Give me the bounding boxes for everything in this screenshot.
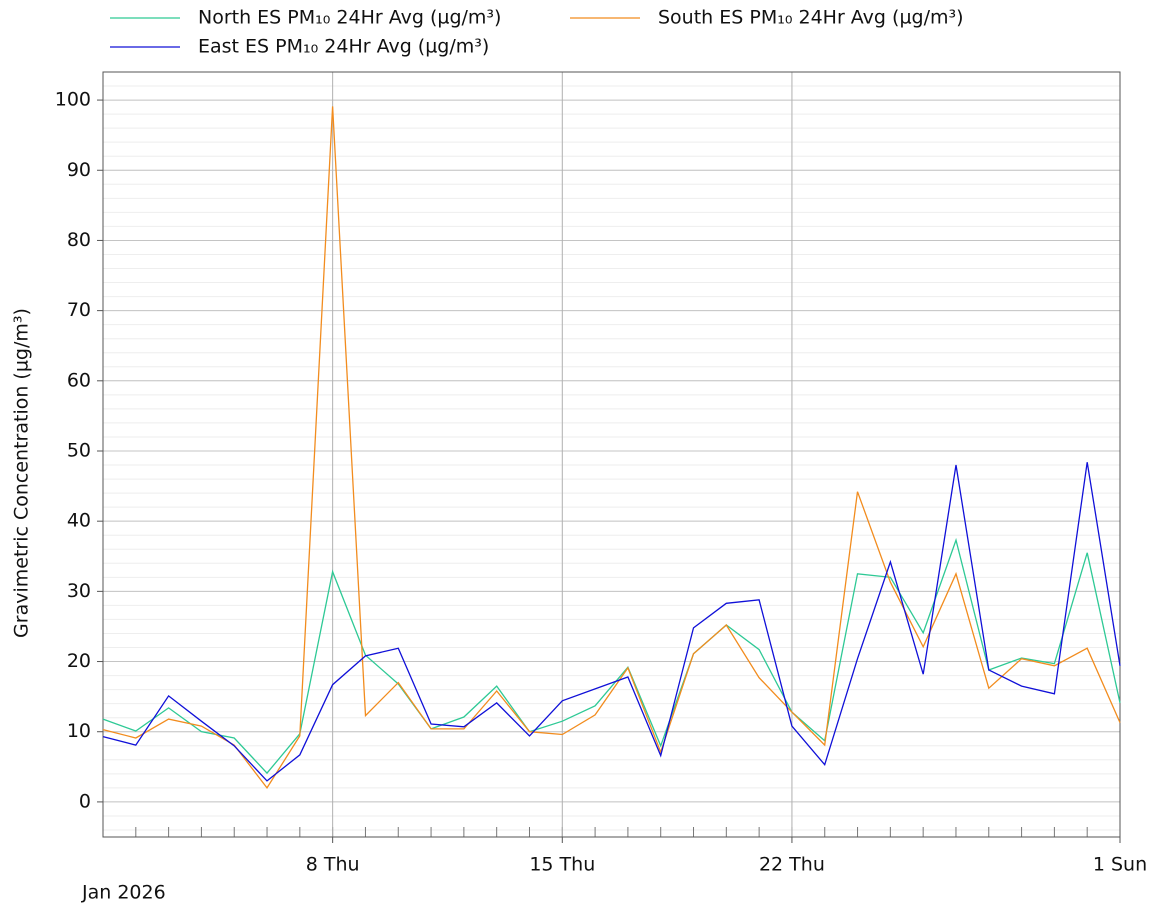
- x-period-label: Jan 2026: [81, 882, 166, 904]
- series-line: [102, 462, 1121, 782]
- series-line: [102, 106, 1121, 790]
- x-tick-label: 22 Thu: [759, 854, 825, 876]
- y-tick-label: 30: [67, 580, 91, 602]
- x-tick-label: 8 Thu: [306, 854, 360, 876]
- y-axis-label: Gravimetric Concentration (µg/m³): [11, 308, 33, 638]
- series-line: [102, 537, 1121, 775]
- y-tick-label: 10: [67, 720, 91, 742]
- legend-label: East ES PM₁₀ 24Hr Avg (µg/m³): [198, 36, 489, 58]
- legend-label: South ES PM₁₀ 24Hr Avg (µg/m³): [658, 7, 964, 29]
- y-tick-label: 60: [67, 369, 91, 391]
- y-tick-label: 20: [67, 650, 91, 672]
- y-tick-label: 100: [55, 89, 91, 111]
- y-tick-label: 40: [67, 510, 91, 532]
- y-tick-label: 80: [67, 229, 91, 251]
- y-tick-label: 50: [67, 439, 91, 461]
- y-tick-label: 70: [67, 299, 91, 321]
- plot-frame: [102, 71, 1121, 838]
- y-tick-label: 0: [79, 790, 91, 812]
- x-tick-label: 15 Thu: [529, 854, 595, 876]
- legend-label: North ES PM₁₀ 24Hr Avg (µg/m³): [198, 7, 501, 29]
- x-tick-label: 1 Sun: [1093, 854, 1147, 876]
- y-tick-label: 90: [67, 159, 91, 181]
